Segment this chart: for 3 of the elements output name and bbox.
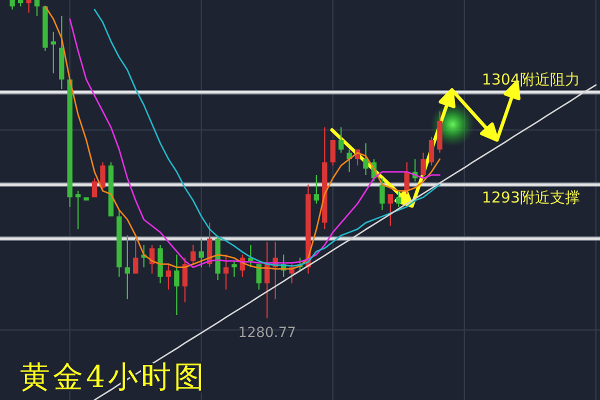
ref-line-label: 1293附近支撑	[482, 188, 580, 207]
ref-line-label: 1304附近阻力	[482, 70, 580, 88]
annotation: 1280.77	[238, 325, 296, 342]
